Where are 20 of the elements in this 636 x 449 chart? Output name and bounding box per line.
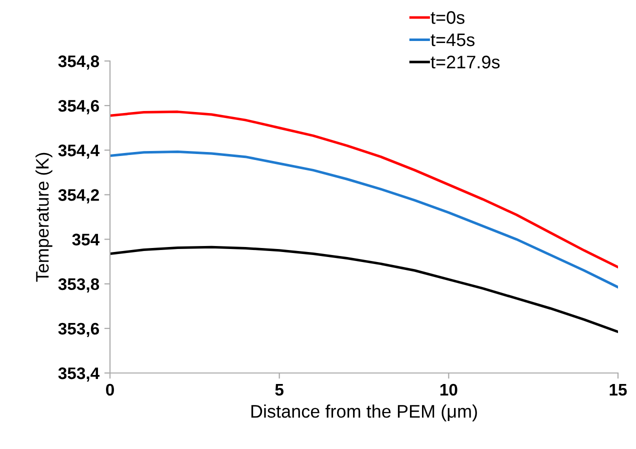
legend-label: t=217.9s <box>430 56 500 68</box>
x-tick-label: 15 <box>610 384 627 396</box>
x-tick-label: 10 <box>440 384 458 396</box>
y-tick-label: 354,8 <box>58 55 100 70</box>
legend-label: t=0s <box>430 11 464 24</box>
y-tick-label: 354 <box>72 234 100 246</box>
x-tick-label: 0 <box>106 384 114 396</box>
x-axis-title: Distance from the PEM (μm) <box>251 404 477 422</box>
y-tick-label: 354,4 <box>58 144 100 159</box>
y-tick-label: 353,4 <box>58 367 100 382</box>
y-tick-label: 353,6 <box>58 322 99 338</box>
y-tick-label: 353,8 <box>58 278 100 292</box>
line-series <box>110 246 618 334</box>
y-tick-label: 354,2 <box>58 189 99 204</box>
line-series <box>110 150 618 288</box>
y-tick-label: 354,6 <box>58 100 99 114</box>
y-axis-title: Temperature (K) <box>35 152 52 282</box>
x-tick-label: 5 <box>275 384 284 396</box>
legend-label: t=45s <box>430 34 475 46</box>
line-series <box>110 110 618 268</box>
